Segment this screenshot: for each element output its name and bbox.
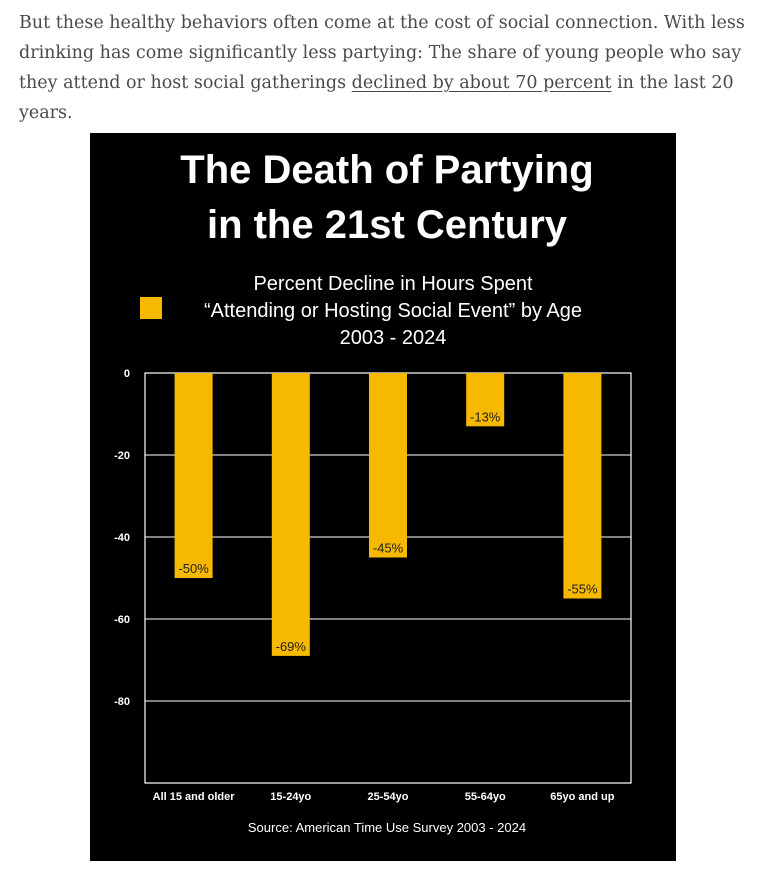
legend-label-line: 2003 - 2024 [340, 327, 447, 349]
bar-data-label: -55% [567, 582, 598, 597]
y-tick-label: -60 [114, 614, 130, 626]
bar-data-label: -50% [178, 561, 209, 576]
bar [563, 373, 602, 599]
article-link[interactable]: declined by about 70 percent [351, 73, 612, 93]
legend-label-line: Percent Decline in Hours Spent [253, 273, 532, 295]
legend-swatch [140, 297, 162, 319]
chart-title-line: in the 21st Century [207, 203, 568, 247]
article-text-before: But these healthy behaviors often come a… [19, 13, 745, 93]
y-tick-label: -80 [114, 696, 130, 708]
bar [369, 373, 407, 558]
chart-panel: The Death of Partying in the 21st Century… [90, 133, 676, 861]
y-tick-label: 0 [124, 368, 130, 380]
bar [271, 373, 310, 656]
chart-source: Source: American Time Use Survey 2003 - … [248, 820, 526, 835]
article-text-after: in the last 20 years. [19, 73, 734, 123]
article-paragraph: But these healthy behaviors often come a… [19, 8, 749, 128]
bar-data-label: -69% [276, 639, 307, 654]
x-tick-label: All 15 and older [153, 791, 236, 803]
legend-label-line: “Attending or Hosting Social Event” by A… [204, 300, 582, 322]
x-tick-label: 55-64yo [465, 791, 506, 803]
bar-data-label: -45% [373, 541, 404, 556]
x-tick-label: 65yo and up [550, 791, 614, 803]
chart-title-line: The Death of Partying [180, 148, 593, 192]
bar [174, 373, 213, 578]
y-tick-label: -20 [114, 450, 130, 462]
bar [466, 373, 505, 427]
y-tick-label: -40 [114, 532, 130, 544]
bar-chart: The Death of Partying in the 21st Century… [114, 148, 632, 835]
x-tick-label: 15-24yo [270, 791, 311, 803]
x-tick-label: 25-54yo [368, 791, 409, 803]
bar-data-label: -13% [470, 409, 501, 424]
